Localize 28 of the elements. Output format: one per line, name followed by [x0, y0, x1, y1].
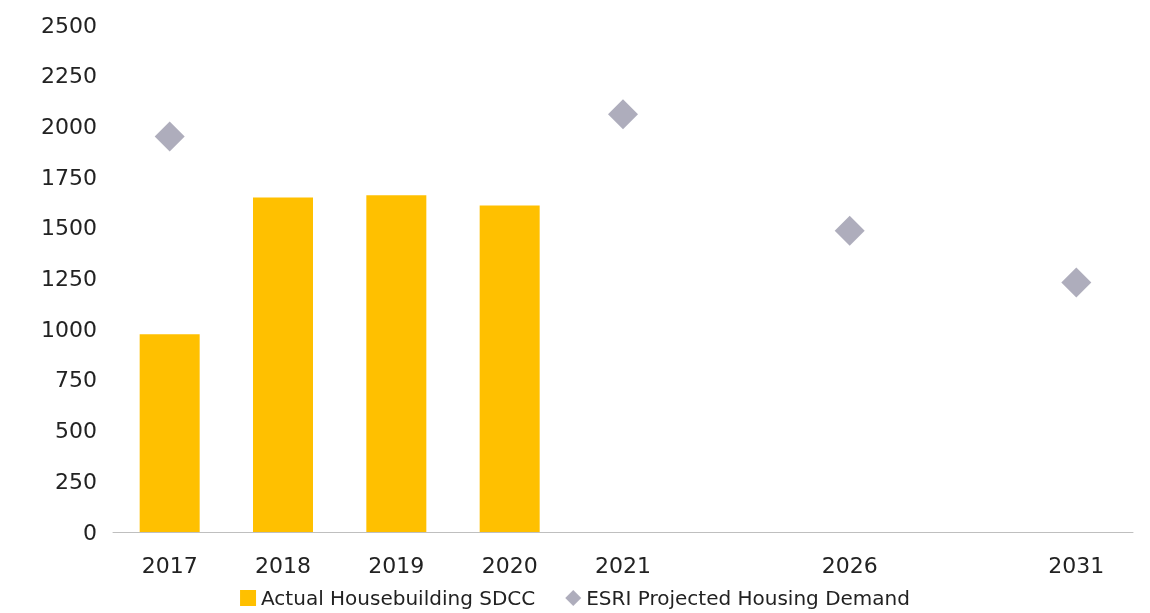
- y-tick-label: 1250: [41, 266, 97, 291]
- x-tick-label: 2020: [481, 552, 538, 578]
- x-tick-label: 2031: [1048, 552, 1105, 578]
- y-tick-label: 500: [55, 418, 97, 444]
- y-tick-label: 2250: [41, 63, 97, 89]
- legend-label: ESRI Projected Housing Demand: [586, 586, 910, 610]
- y-tick-label: 1750: [41, 164, 97, 190]
- y-tick-label: 1000: [41, 316, 97, 342]
- point: [154, 121, 185, 152]
- point: [834, 215, 865, 246]
- x-tick-label: 2026: [821, 552, 878, 578]
- point: [608, 99, 638, 130]
- x-tick-label: 2021: [595, 552, 651, 578]
- legend-label: Actual Housebuilding SDCC: [261, 586, 536, 610]
- y-tick-label: 2500: [41, 12, 97, 38]
- y-tick-label: 1500: [41, 215, 97, 241]
- y-tick-label: 750: [55, 367, 97, 393]
- bar: [366, 195, 427, 532]
- x-tick-label: 2018: [255, 552, 311, 578]
- x-tick-label: 2017: [141, 552, 198, 578]
- bar: [139, 334, 200, 532]
- y-tick-label: 250: [55, 468, 97, 494]
- y-tick-label: 0: [83, 519, 97, 545]
- point: [1061, 267, 1092, 298]
- bar: [479, 205, 540, 532]
- bar: [253, 197, 313, 532]
- y-tick-label: 2000: [41, 113, 97, 139]
- x-tick-label: 2019: [368, 552, 425, 578]
